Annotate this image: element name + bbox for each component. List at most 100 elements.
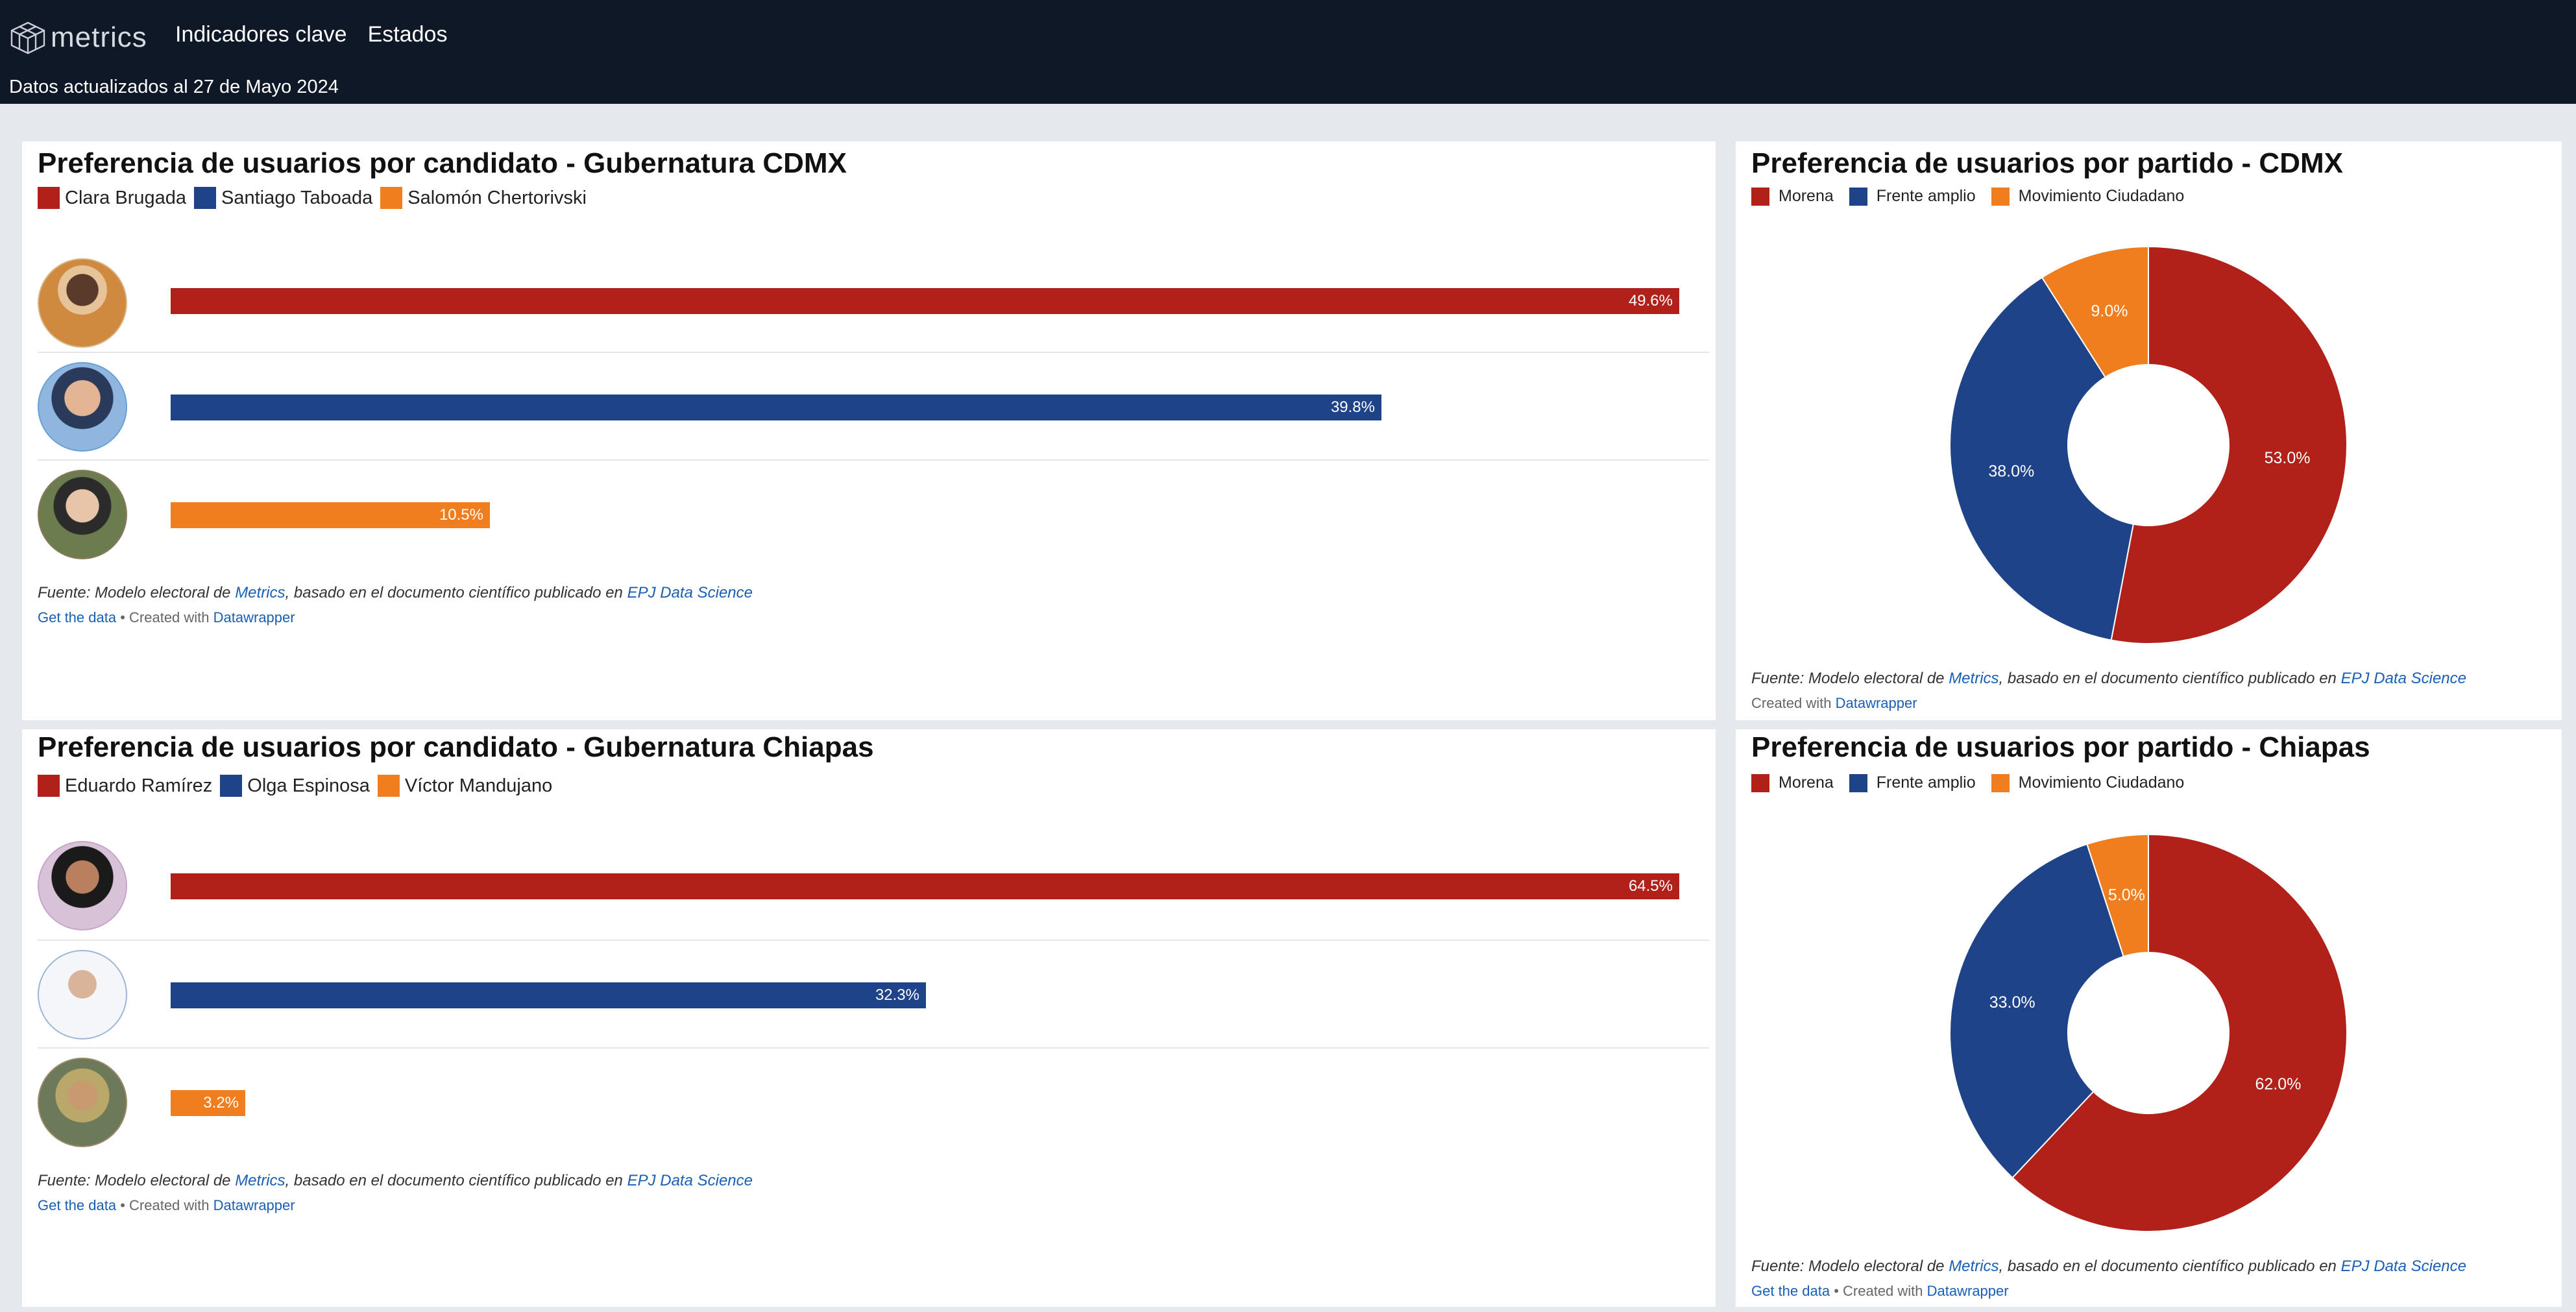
nav-indicadores-clave[interactable]: Indicadores clave — [175, 22, 347, 47]
cube-logo-icon — [10, 21, 45, 55]
slice-value-label: 53.0% — [2265, 449, 2311, 467]
brand-name: metrics — [51, 21, 147, 53]
source-text: , basado en el documento científico publ… — [285, 1172, 627, 1189]
legend-label: Olga Espinosa — [247, 775, 370, 796]
legend-label: Víctor Mandujano — [404, 775, 553, 796]
legend-swatch-orange — [377, 775, 400, 797]
legend-swatch-red — [38, 775, 60, 797]
bar-value-label: 49.6% — [1628, 292, 1673, 310]
slice-frente-amplio — [1949, 276, 2134, 641]
bar-value-label: 39.8% — [1330, 398, 1375, 416]
cdmx-parties-panel: Preferencia de usuarios por partido - CD… — [1736, 141, 2562, 720]
slice-movimiento-ciudadano — [2041, 245, 2149, 378]
credits-text: Created with — [1751, 695, 1836, 711]
panel-title: Preferencia de usuarios por partido - CD… — [1751, 147, 2343, 179]
datawrapper-link[interactable]: Datawrapper — [213, 1197, 295, 1213]
credits: Created with Datawrapper — [1751, 693, 1917, 714]
credits: Get the data • Created with Datawrapper — [38, 607, 295, 628]
bar-rows: 49.6% 39.8% 10.5% — [38, 245, 1709, 568]
epj-data-science-link[interactable]: EPJ Data Science — [627, 584, 753, 601]
legend-label: Movimiento Ciudadano — [2018, 773, 2185, 792]
source-note: Fuente: Modelo electoral de Metrics, bas… — [1751, 1255, 2466, 1278]
metrics-link[interactable]: Metrics — [1949, 670, 1999, 687]
legend-item: Movimiento Ciudadano — [1991, 773, 2185, 792]
cdmx-party-donut-chart: 53.0% 38.0% 9.0% — [1949, 245, 2348, 644]
credits: Get the data • Created with Datawrapper — [1751, 1281, 2009, 1302]
legend-label: Morena — [1779, 773, 1834, 792]
metrics-link[interactable]: Metrics — [235, 584, 286, 601]
slice-movimiento-ciudadano — [2086, 833, 2149, 958]
source-text: , basado en el documento científico publ… — [285, 584, 627, 601]
legend-item: Santiago Taboada — [194, 187, 372, 209]
slice-value-label: 33.0% — [1989, 993, 2035, 1012]
brand-logo[interactable]: metrics — [9, 21, 147, 55]
credits: Get the data • Created with Datawrapper — [38, 1195, 295, 1216]
bar-santiago-taboada: 39.8% — [171, 395, 1381, 420]
legend-swatch-orange — [380, 187, 403, 209]
credits-text: • Created with — [1830, 1283, 1927, 1299]
bar-olga-espinosa: 32.3% — [171, 982, 926, 1008]
bar-row: 32.3% — [38, 941, 1709, 1049]
panel-title: Preferencia de usuarios por partido - Ch… — [1751, 731, 2370, 763]
legend-swatch-red — [38, 187, 60, 209]
datawrapper-link[interactable]: Datawrapper — [1835, 695, 1917, 711]
panel-title: Preferencia de usuarios por candidato - … — [38, 731, 874, 763]
bar-clara-brugada: 49.6% — [171, 288, 1679, 314]
top-navbar: metrics Indicadores clave Estados Datos … — [0, 0, 2576, 104]
epj-data-science-link[interactable]: EPJ Data Science — [2340, 670, 2466, 687]
candidate-avatar — [38, 950, 127, 1039]
get-the-data-link[interactable]: Get the data — [1751, 1283, 1830, 1299]
candidate-avatar — [38, 258, 127, 348]
main-nav: Indicadores clave Estados — [175, 22, 447, 47]
slice-value-label: 62.0% — [2255, 1075, 2301, 1093]
source-text: Fuente: Modelo electoral de — [1751, 1257, 1949, 1275]
legend-item: Morena — [1751, 773, 1834, 792]
legend-swatch-blue — [1849, 773, 1867, 792]
legend-swatch-blue — [1849, 187, 1867, 206]
datawrapper-link[interactable]: Datawrapper — [1926, 1283, 2009, 1299]
legend-label: Movimiento Ciudadano — [2018, 187, 2185, 205]
legend-item: Eduardo Ramírez — [38, 775, 212, 797]
epj-data-science-link[interactable]: EPJ Data Science — [627, 1172, 753, 1189]
legend-swatch-red — [1751, 773, 1769, 792]
legend-item: Víctor Mandujano — [377, 775, 553, 797]
legend-item: Clara Brugada — [38, 187, 186, 209]
source-text: Fuente: Modelo electoral de — [38, 1172, 236, 1189]
legend-swatch-orange — [1991, 187, 2010, 206]
source-note: Fuente: Modelo electoral de Metrics, bas… — [1751, 667, 2466, 690]
datawrapper-link[interactable]: Datawrapper — [213, 609, 295, 626]
metrics-link[interactable]: Metrics — [235, 1172, 286, 1189]
legend-label: Eduardo Ramírez — [65, 775, 213, 796]
slice-value-label: 38.0% — [1988, 462, 2034, 480]
legend-item: Salomón Chertorivski — [380, 187, 587, 209]
bar-salomon-chertorivski: 10.5% — [171, 502, 490, 528]
chart-legend: Morena Frente amplio Movimiento Ciudadan… — [1751, 187, 2200, 206]
legend-label: Frente amplio — [1876, 773, 1976, 792]
credits-text: • Created with — [116, 609, 213, 626]
candidate-avatar — [38, 841, 127, 930]
bar-row: 3.2% — [38, 1049, 1709, 1156]
source-text: , basado en el documento científico publ… — [1999, 670, 2341, 687]
epj-data-science-link[interactable]: EPJ Data Science — [2340, 1257, 2466, 1275]
bar-value-label: 3.2% — [203, 1094, 239, 1112]
panel-title: Preferencia de usuarios por candidato - … — [38, 147, 847, 179]
metrics-link[interactable]: Metrics — [1949, 1257, 1999, 1275]
legend-label: Santiago Taboada — [221, 187, 373, 208]
bar-rows: 64.5% 32.3% 3.2% — [38, 833, 1709, 1156]
slice-value-label: 5.0% — [2108, 886, 2145, 905]
get-the-data-link[interactable]: Get the data — [38, 1197, 117, 1213]
legend-item: Movimiento Ciudadano — [1991, 187, 2185, 206]
slice-morena — [2110, 245, 2348, 644]
legend-swatch-red — [1751, 187, 1769, 206]
bar-eduardo-ramirez: 64.5% — [171, 873, 1679, 899]
legend-label: Frente amplio — [1876, 187, 1976, 205]
source-note: Fuente: Modelo electoral de Metrics, bas… — [38, 581, 753, 605]
get-the-data-link[interactable]: Get the data — [38, 609, 117, 626]
bar-victor-mandujano: 3.2% — [171, 1090, 245, 1116]
bar-value-label: 10.5% — [439, 506, 483, 524]
legend-swatch-blue — [194, 187, 216, 209]
nav-estados[interactable]: Estados — [367, 22, 448, 47]
bar-value-label: 64.5% — [1628, 877, 1673, 895]
slice-frente-amplio — [1949, 843, 2124, 1179]
legend-swatch-blue — [220, 775, 243, 797]
